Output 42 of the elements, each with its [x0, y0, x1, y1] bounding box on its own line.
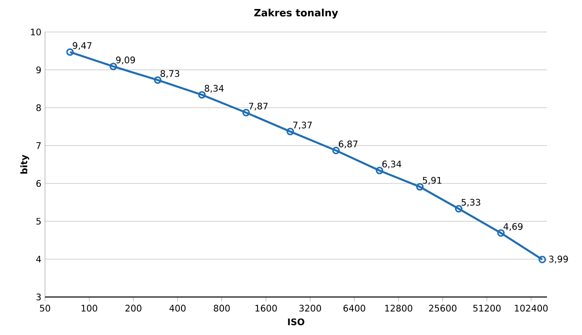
data-label: 8,34	[204, 84, 224, 93]
y-tick-label: 10	[31, 28, 41, 36]
point	[242, 108, 250, 116]
point	[286, 128, 294, 136]
x-tick-label: 25600	[429, 304, 456, 312]
x-tick-label: 51200	[473, 304, 501, 312]
y-tick-label: 4	[36, 256, 41, 262]
data-label: 5,91	[422, 176, 442, 185]
data-label: 9,47	[72, 42, 92, 50]
x-tick-label: 800	[214, 304, 230, 312]
x-tick-label: 400	[169, 304, 186, 312]
data-label: 6,34	[382, 160, 402, 168]
x-tick-label: 50	[40, 304, 50, 312]
data-label: 7,87	[249, 102, 268, 110]
data-label: 5,33	[462, 198, 480, 207]
x-tick-label: 6400	[344, 304, 366, 312]
y-tick-label: 9	[36, 66, 41, 74]
y-tick-label: 8	[36, 104, 41, 112]
x-tick-label: 102400	[514, 304, 548, 312]
chart-title: Zakres tonalny	[254, 8, 338, 18]
point	[376, 166, 384, 174]
data-label: 9,09	[116, 56, 135, 64]
y-tick-label: 7	[36, 142, 41, 149]
data-label: 6,87	[338, 140, 358, 148]
point	[332, 146, 340, 154]
point	[110, 62, 118, 70]
x-tick-label: 200	[125, 304, 142, 312]
data-label: 4,69	[504, 223, 523, 231]
y-tick-label: 5	[36, 218, 41, 225]
x-tick-label: 100	[82, 304, 98, 312]
point	[154, 76, 162, 84]
y-axis-title: bity	[20, 154, 30, 174]
x-tick-label: 12800	[385, 304, 412, 312]
y-tick-label: 3	[36, 294, 41, 300]
x-axis-title: ISO	[288, 318, 304, 326]
point	[198, 91, 206, 99]
data-label: 8,73	[160, 70, 180, 78]
y-tick-label: 6	[36, 180, 41, 187]
data-label: 7,37	[293, 122, 312, 130]
data-label: 3,99	[549, 256, 568, 264]
x-tick-label: 1600	[255, 304, 277, 312]
x-tick-label: 3200	[299, 304, 321, 312]
